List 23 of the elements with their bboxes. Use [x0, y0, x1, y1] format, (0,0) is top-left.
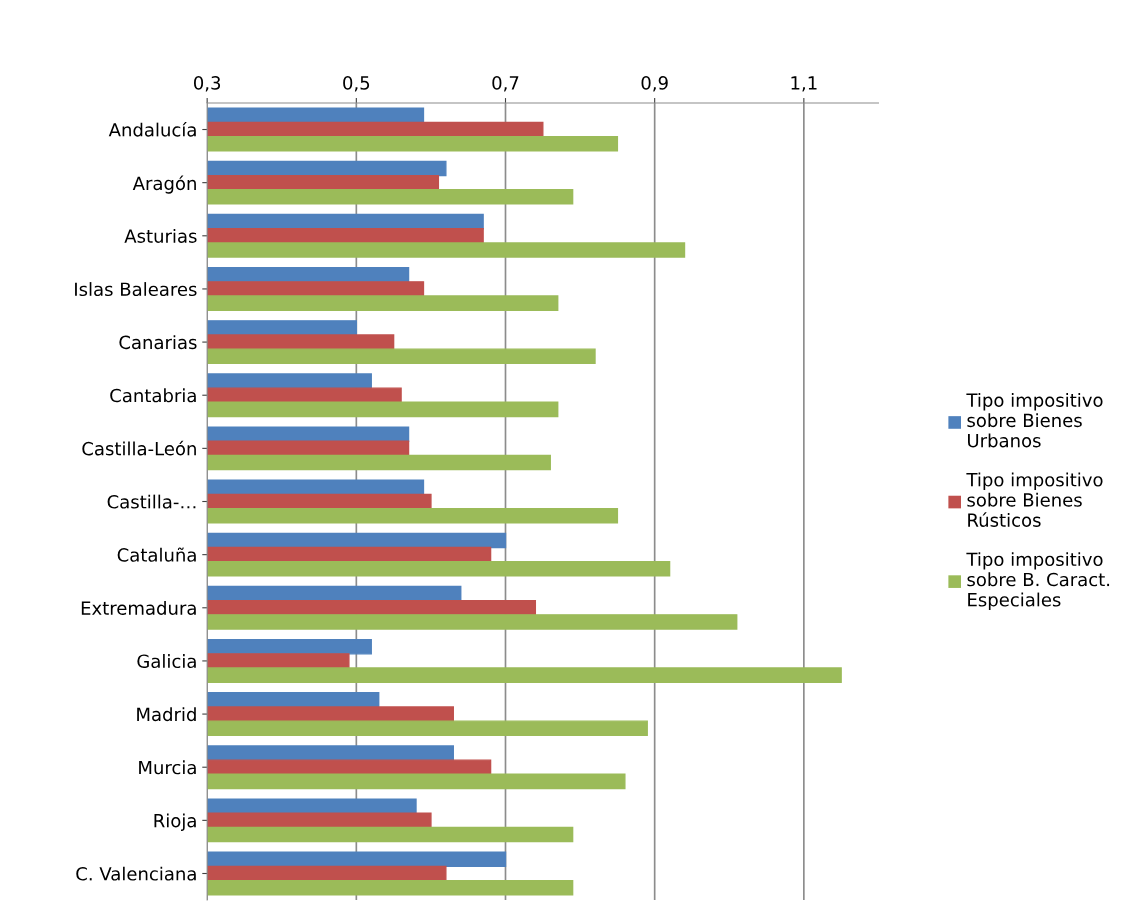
x-tick-label: 0,7 [492, 76, 519, 92]
y-tick-label: Madrid [137, 707, 196, 722]
y-tick-label: Rioja [154, 813, 196, 831]
y-tick-label: Murcia [139, 760, 196, 775]
y-tick-label: Canarias [119, 335, 197, 350]
x-tick-label: 0,5 [343, 76, 370, 92]
x-tick-label: 0,3 [193, 76, 221, 92]
y-tick-label: Islas Baleares [75, 282, 197, 297]
legend-label: Tipo impositivo sobre B. Caract. Especiales [966, 552, 1110, 611]
x-tick-label: 1,1 [791, 76, 817, 92]
x-tick-label: 0,9 [641, 76, 668, 92]
y-tick-label: Galicia [137, 654, 196, 669]
legend-label: Tipo impositivo sobre Bienes Rústicos [966, 472, 1103, 527]
y-tick-label: Asturias [124, 228, 197, 243]
y-tick-label: Castilla-León [82, 440, 196, 456]
y-tick-label: Andalucía [108, 121, 196, 137]
y-tick-label: C. Valenciana [76, 866, 196, 881]
y-tick-label: Castilla-… [107, 494, 196, 509]
y-tick-label: Aragón [132, 175, 196, 194]
y-tick-label: Cantabria [110, 388, 196, 403]
y-tick-label: Extremadura [81, 600, 196, 615]
y-tick-label: Cataluña [117, 547, 196, 562]
legend-label: Tipo impositivo sobre Bienes Urbanos [966, 392, 1103, 448]
